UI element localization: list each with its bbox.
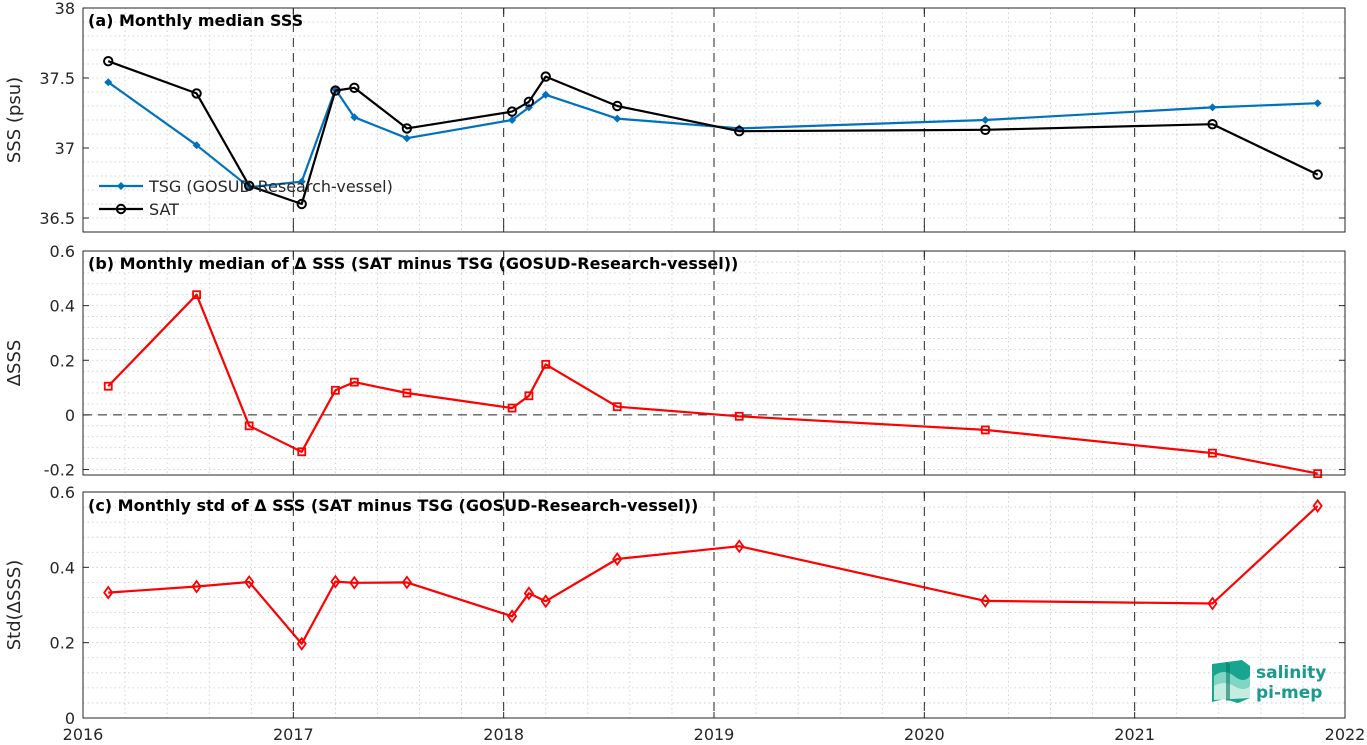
data-point [297,177,306,186]
x-tick-label: 2020 [904,725,945,744]
data-point [1313,99,1322,108]
data-point [349,377,359,387]
data-point [524,391,534,401]
y-tick-label: 37.5 [39,69,75,88]
x-tick-label: 2019 [694,725,735,744]
panel-b-title: (b) Monthly median of Δ SSS (SAT minus T… [88,254,738,273]
data-point [103,585,114,600]
y-tick-label: 36.5 [39,209,75,228]
y-tick-label: 0.6 [50,242,75,261]
y-tick-label: 0 [65,709,75,728]
data-point [612,402,622,412]
logo-text-pimep: pi-mep [1256,683,1322,703]
data-point [612,100,623,112]
data-point [191,88,202,99]
data-point [734,126,745,137]
data-point [541,90,550,99]
data-point [1312,169,1323,180]
logo-text-salinity: salinity [1256,663,1326,683]
y-tick-label: 0 [65,406,75,425]
data-point [1207,596,1218,611]
legend-sat-label: SAT [149,200,179,219]
data-point [349,575,360,590]
data-point [980,124,991,136]
panel-c-title: (c) Monthly std of Δ SSS (SAT minus TSG … [88,496,698,515]
data-point [612,552,623,567]
data-point [734,411,744,421]
data-point [350,113,359,122]
data-point [981,116,990,124]
data-point [330,385,340,395]
data-point [402,388,412,398]
legend-sat-marker [115,203,127,215]
data-point [296,198,307,210]
data-point [191,579,202,594]
y-tick-label: -0.2 [44,461,75,480]
panel-a-title: (a) Monthly median SSS [88,11,303,30]
panel-c: 0 0.2 0.4 0.6 (c) Monthly std of Δ SSS (SAT… [4,483,1365,744]
data-point [103,381,113,391]
legend-tsg-label: TSG (GOSUD-Research-vessel) [148,177,393,196]
y-tick-label: 37 [55,139,75,158]
y-tick-label: 0.4 [50,297,75,316]
data-point [1312,498,1323,513]
data-point [296,636,307,651]
y-tick-label: 0.4 [50,558,75,577]
panel-b-ylabel: ΔSSS [4,340,25,387]
data-point [613,114,622,123]
data-point [507,403,517,413]
y-tick-label: 0.2 [50,634,75,653]
x-tick-label: 2018 [483,725,524,744]
panel-c-ylabel: Std(ΔSSS) [4,560,25,651]
panel-a-series-1-line [107,60,1319,206]
data-point [192,290,201,300]
panel-c-series-0-line [108,505,1319,645]
data-point [244,421,254,431]
data-point [541,359,551,369]
data-point [523,96,535,108]
y-tick-label: 38 [55,0,75,18]
data-point [1207,119,1218,130]
x-tick-label: 2016 [63,725,104,744]
y-tick-label: 0.6 [50,483,75,502]
data-point [192,141,201,150]
x-tick-label: 2021 [1114,725,1155,744]
data-point [243,180,255,192]
data-point [244,574,255,590]
data-point [349,82,360,94]
x-tick-label: 2022 [1325,725,1366,744]
salinity-pi-mep-logo: salinity pi-mep [1212,660,1326,703]
logo-wave-icon [1212,660,1250,703]
data-point [980,425,990,435]
data-point [506,106,518,117]
panel-a-ylabel: SSS (psu) [4,77,25,163]
data-point [402,134,411,143]
data-point [401,575,413,590]
panel-b-series-0-line [107,293,1318,475]
data-point [540,71,551,82]
panel-b: -0.2 0 0.2 0.4 0.6 (b) Monthly median of Δ S… [4,242,1346,480]
panel-a: 36.5 37 37.5 38 (a) Monthly median SSS SSS … [4,0,1346,233]
data-point [506,609,518,624]
data-point [734,539,745,554]
y-tick-label: 0.2 [50,351,75,370]
data-point [1208,103,1217,112]
data-point [1208,448,1217,458]
data-point [104,78,113,87]
data-point [980,593,991,608]
data-point [330,85,341,96]
data-point [540,594,551,609]
data-point [401,123,413,134]
data-point [508,116,517,124]
x-tick-label: 2017 [273,725,314,744]
legend-tsg-marker [117,182,125,190]
data-point [297,447,307,457]
data-point [330,574,341,589]
data-point [103,56,114,67]
legend: TSG (GOSUD-Research-vessel) SAT [99,177,393,219]
data-point [1313,469,1323,479]
data-point [523,586,535,601]
